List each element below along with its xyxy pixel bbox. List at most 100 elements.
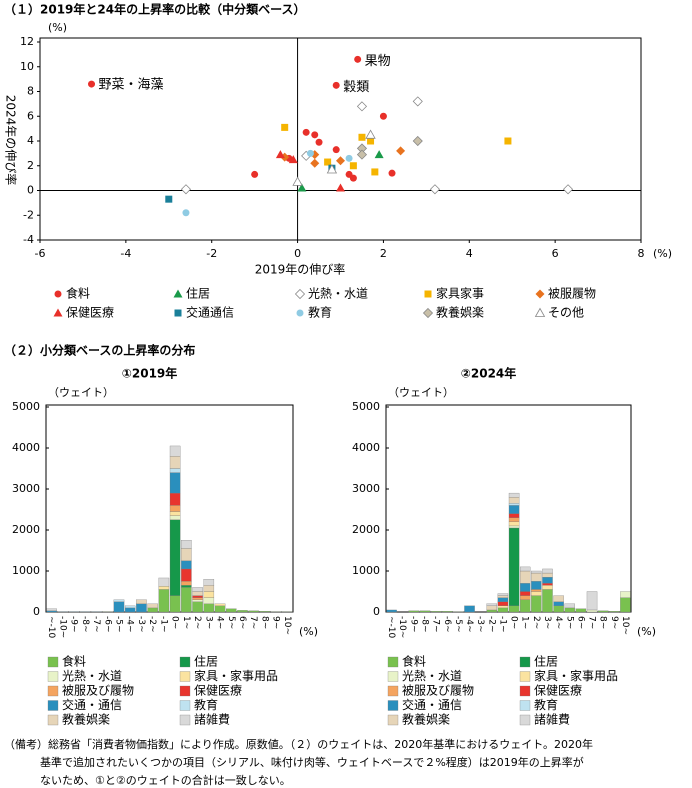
legend-label: 保健医療 [66,306,114,320]
bar-segment [620,597,631,613]
legend-swatch [47,685,59,697]
scatter-point [374,150,384,159]
bar-segment [136,599,147,604]
x-unit: (%) [653,247,672,260]
bar-segment [508,513,520,518]
bar-segment [508,525,520,529]
bar-segment [519,591,531,596]
x-tick-label: -1~ [158,616,168,633]
plot-frame [45,404,294,613]
y-tick-label: 12 [20,35,34,48]
bar-segment [442,611,453,613]
bar-segment [158,589,170,613]
legend-label: 被服及び履物 [402,684,474,698]
bar-segment [531,570,542,574]
bar-segment [519,595,531,600]
x-tick-label: -4~ [464,616,474,633]
bar-segment [181,560,192,570]
bar-segment [609,611,620,613]
x-axis-label: 2019年の伸び率 [255,262,346,277]
legend-label: 教育 [308,305,332,320]
y-axis-label: （ウェイト） [388,386,454,399]
bar-segment [203,579,215,586]
scatter-point [324,158,332,166]
y-tick-label: 2 [27,159,34,172]
scatter-point [367,137,375,145]
legend-label: 光熱・水道 [308,287,368,301]
scatter-point [165,195,173,203]
bar-segment [192,587,203,592]
bar-segment [553,605,564,613]
x-tick-label: ~-10 [46,616,56,639]
bar-segment [497,605,509,609]
y-axis-label: 2024年の伸び率 [4,95,19,186]
y-axis-label: （ウェイト） [48,386,114,399]
bar-segment [564,603,575,609]
x-tick-label: -7~ [431,616,441,633]
legend-label: 住居 [186,287,210,301]
bar-segment [248,610,259,613]
legend-swatch [47,671,59,682]
bar-segment [497,595,509,598]
scatter-point [349,162,357,170]
bar-segment [124,607,136,613]
x-tick-label: 3~ [542,616,552,629]
x-tick-label: -1~ [497,616,507,633]
bar-segment [542,589,553,613]
bar-segment [486,609,498,613]
legend-marker [54,290,62,298]
x-tick-label: 3~ [203,616,213,629]
legend-marker [424,290,432,298]
legend-label: 食料 [402,654,426,669]
legend-label: 教養娯楽 [62,712,110,727]
y-tick-label: -4 [23,233,34,246]
x-tick-label: 6 [552,247,559,260]
y-tick-label: 3000 [352,482,380,495]
scatter-point [345,154,353,162]
bar-segment [169,519,181,596]
bar-segment [46,610,57,613]
legend-label: 住居 [194,655,218,669]
bar-segment [169,445,181,457]
bar-segment [464,605,475,613]
bar-segment [192,601,203,613]
legend-swatch [519,714,531,726]
legend-label: 教養娯楽 [402,712,450,727]
x-tick-label: 9~ [271,616,281,629]
x-tick-label: -4 [120,247,131,260]
y-tick-label: 0 [33,605,40,618]
legend-marker [294,288,306,300]
scatter-point [332,81,340,89]
note: 基準で追加されたいくつかの項目（シリアル、味付け肉等、ウェイトベースで２%程度）… [40,755,584,769]
x-unit: (%) [299,625,318,638]
legend-label: 交通・通信 [402,697,462,712]
x-tick-label: 1~ [520,616,530,629]
y-tick-label: 4 [27,134,34,147]
x-tick-label: 2 [380,247,387,260]
scatter-point [302,128,310,136]
point-label: 果物 [365,54,391,69]
bar-segment [531,595,542,613]
legend-label: 交通通信 [186,305,234,320]
x-tick-label: -8~ [419,616,429,633]
bar-segment [508,517,520,522]
x-tick-label: -2 [206,247,217,260]
scatter-point [182,209,190,217]
legend-marker [296,309,304,317]
y-tick-label: 2000 [352,523,380,536]
x-tick-label: 5~ [226,616,236,629]
scatter-point [396,146,406,156]
scatter-point [315,138,323,146]
bar-segment [542,568,553,574]
x-tick-label: -3~ [136,616,146,633]
bar-segment [169,595,181,613]
bar-segment [542,585,553,590]
legend-label: 家具・家事用品 [194,668,278,683]
x-tick-label: -7~ [91,616,101,633]
bar-segment [158,577,170,587]
bar-segment [508,492,520,498]
legend-swatch [387,700,399,711]
plot-frame [385,404,632,613]
bar-segment [508,605,520,613]
legend-label: 家具家事 [436,286,484,301]
